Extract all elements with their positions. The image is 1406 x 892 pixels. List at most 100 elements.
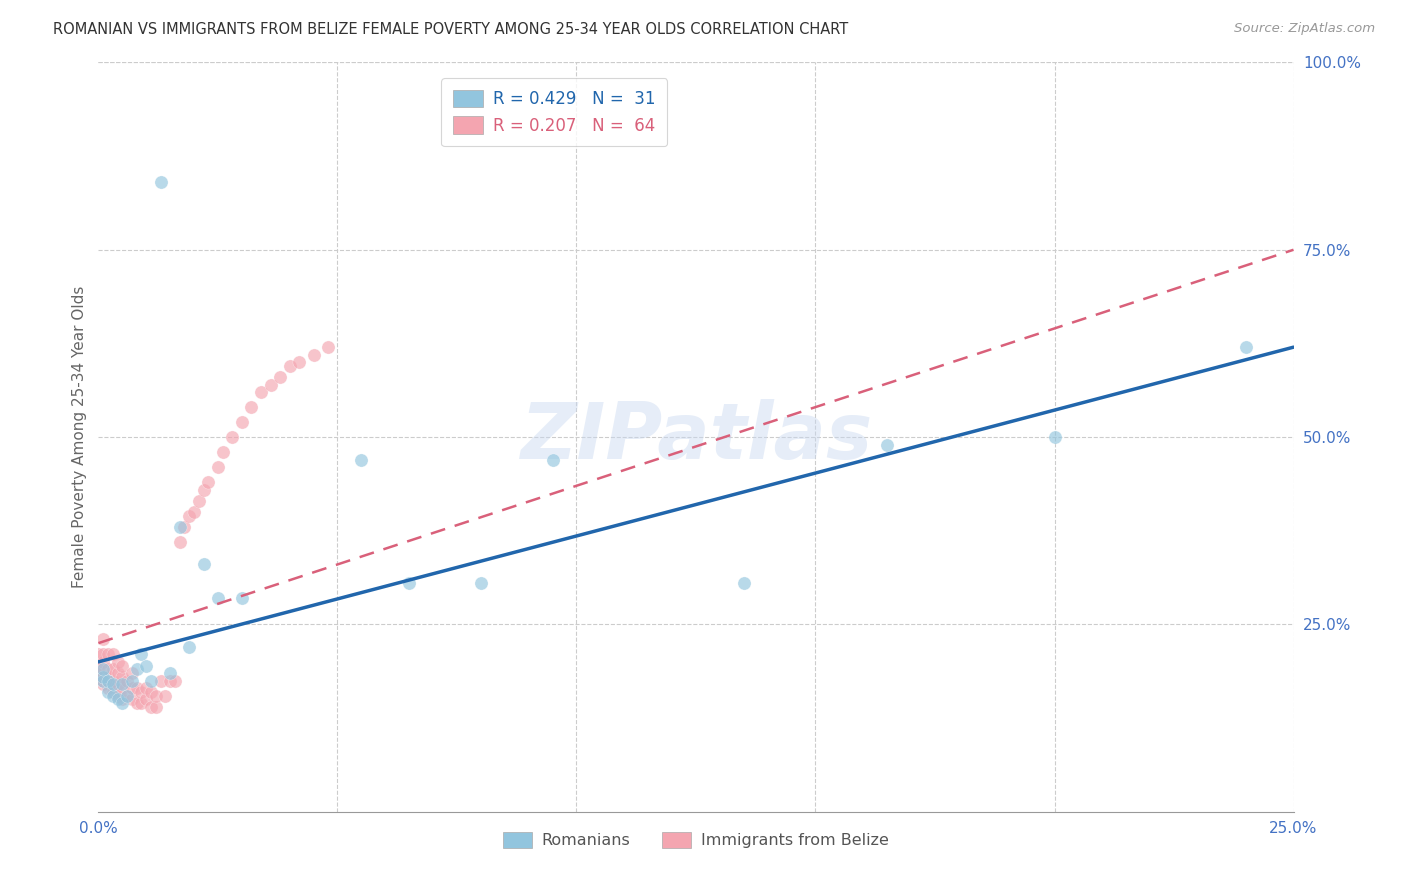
Point xyxy=(470,576,492,591)
Point xyxy=(111,681,134,695)
Point xyxy=(193,558,215,572)
Point xyxy=(131,648,153,662)
Point xyxy=(111,670,134,684)
Point xyxy=(91,655,114,669)
Point xyxy=(91,670,114,684)
Point xyxy=(179,508,201,523)
Point xyxy=(139,699,162,714)
Point xyxy=(91,673,114,688)
Point xyxy=(250,385,273,400)
Point xyxy=(111,658,134,673)
Point xyxy=(125,696,148,710)
Point xyxy=(97,662,120,676)
Point xyxy=(145,699,167,714)
Point xyxy=(107,666,129,681)
Text: ZIPatlas: ZIPatlas xyxy=(520,399,872,475)
Point xyxy=(97,670,120,684)
Point xyxy=(163,673,186,688)
Text: Source: ZipAtlas.com: Source: ZipAtlas.com xyxy=(1234,22,1375,36)
Point xyxy=(87,648,110,662)
Point xyxy=(115,689,138,703)
Point xyxy=(179,640,201,654)
Point xyxy=(240,400,263,414)
Point xyxy=(101,689,124,703)
Point xyxy=(121,692,143,706)
Point xyxy=(101,662,124,676)
Point xyxy=(135,692,157,706)
Point xyxy=(91,677,114,691)
Point xyxy=(111,696,134,710)
Point xyxy=(159,666,181,681)
Point xyxy=(97,673,120,688)
Point xyxy=(207,460,229,475)
Point xyxy=(91,670,114,684)
Point xyxy=(876,437,898,451)
Point xyxy=(121,673,143,688)
Point xyxy=(398,576,420,591)
Point xyxy=(221,430,243,444)
Point xyxy=(733,576,755,591)
Point xyxy=(115,673,138,688)
Point xyxy=(207,591,229,606)
Point xyxy=(302,348,325,362)
Point xyxy=(91,673,114,688)
Point xyxy=(101,673,124,688)
Point xyxy=(350,452,373,467)
Point xyxy=(269,370,291,384)
Point xyxy=(101,685,124,699)
Point xyxy=(101,648,124,662)
Point xyxy=(97,648,120,662)
Point xyxy=(125,662,148,676)
Point xyxy=(231,415,253,429)
Y-axis label: Female Poverty Among 25-34 Year Olds: Female Poverty Among 25-34 Year Olds xyxy=(72,286,87,588)
Point xyxy=(278,359,301,373)
Point xyxy=(288,355,311,369)
Point xyxy=(139,673,162,688)
Point xyxy=(111,677,134,691)
Point xyxy=(139,685,162,699)
Point xyxy=(91,648,114,662)
Point xyxy=(149,175,172,189)
Point xyxy=(316,340,339,354)
Point xyxy=(259,377,281,392)
Point xyxy=(91,632,114,647)
Point xyxy=(211,445,233,459)
Point xyxy=(1043,430,1066,444)
Legend: Romanians, Immigrants from Belize: Romanians, Immigrants from Belize xyxy=(495,823,897,856)
Point xyxy=(115,689,138,703)
Point xyxy=(1234,340,1257,354)
Point xyxy=(131,685,153,699)
Point xyxy=(183,505,205,519)
Point xyxy=(193,483,215,497)
Point xyxy=(87,662,110,676)
Point xyxy=(121,666,143,681)
Point xyxy=(169,520,191,534)
Point xyxy=(149,673,172,688)
Point xyxy=(107,689,129,703)
Point xyxy=(97,673,120,688)
Point xyxy=(111,692,134,706)
Text: ROMANIAN VS IMMIGRANTS FROM BELIZE FEMALE POVERTY AMONG 25-34 YEAR OLDS CORRELAT: ROMANIAN VS IMMIGRANTS FROM BELIZE FEMAL… xyxy=(53,22,849,37)
Point xyxy=(87,666,110,681)
Point xyxy=(107,677,129,691)
Point xyxy=(187,493,209,508)
Point xyxy=(107,692,129,706)
Point xyxy=(159,673,181,688)
Point xyxy=(173,520,195,534)
Point xyxy=(97,681,120,695)
Point xyxy=(125,681,148,695)
Point xyxy=(131,696,153,710)
Point xyxy=(169,535,191,549)
Point xyxy=(197,475,219,489)
Point xyxy=(231,591,253,606)
Point xyxy=(541,452,564,467)
Point xyxy=(155,689,177,703)
Point xyxy=(101,677,124,691)
Point xyxy=(97,685,120,699)
Point xyxy=(121,681,143,695)
Point xyxy=(145,689,167,703)
Point xyxy=(135,658,157,673)
Point xyxy=(135,681,157,695)
Point xyxy=(107,655,129,669)
Point xyxy=(91,662,114,676)
